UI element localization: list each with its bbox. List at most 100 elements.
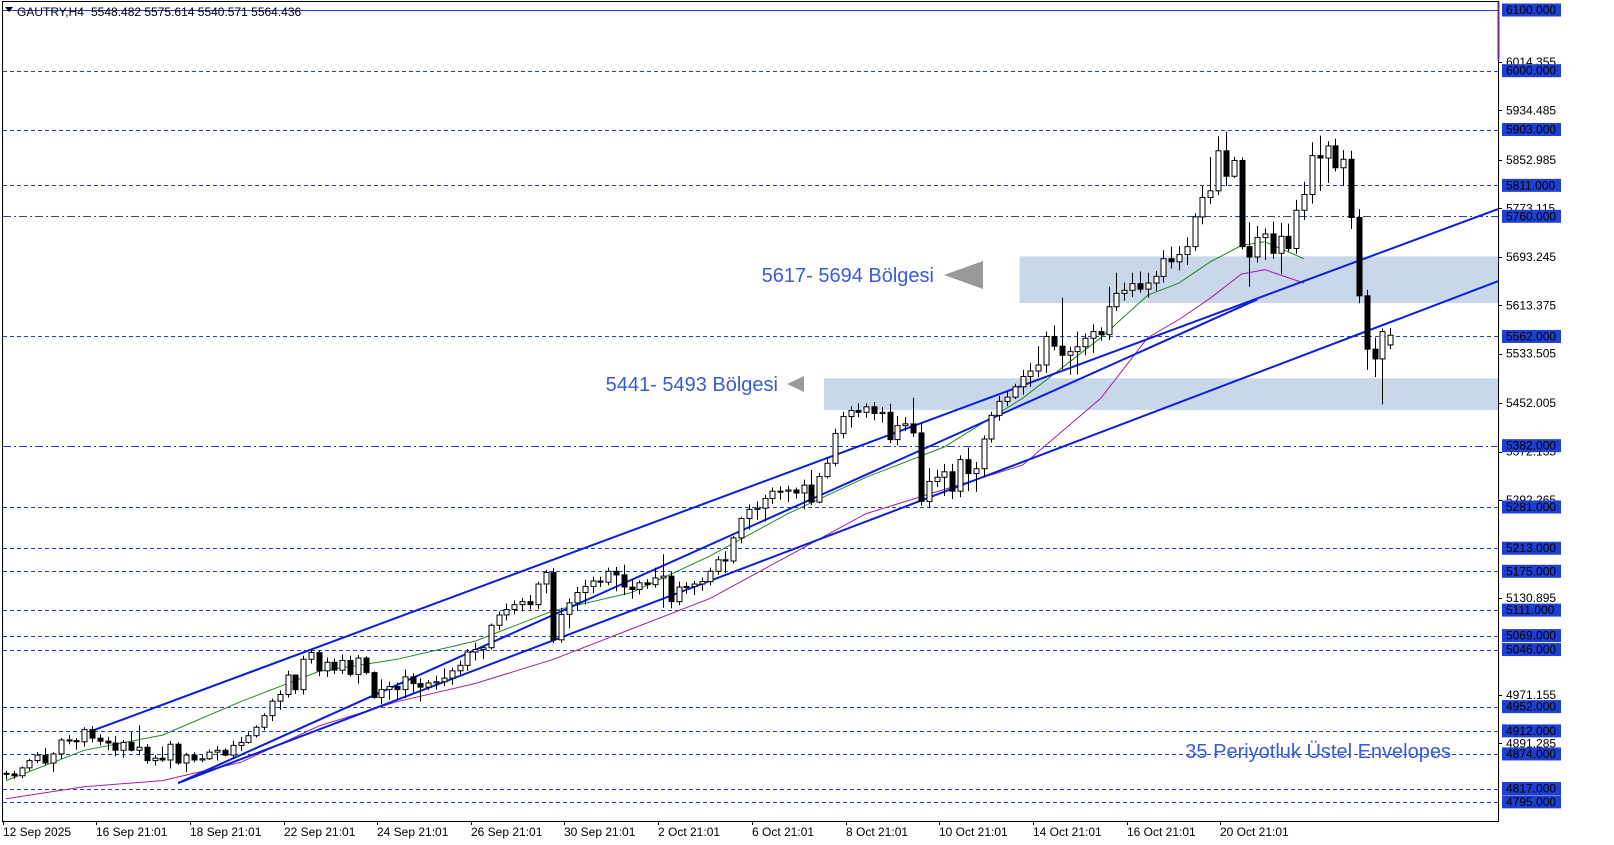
candle-body — [1231, 159, 1238, 177]
candles-layer — [3, 131, 1394, 780]
candle-body — [832, 433, 839, 464]
candle-body — [1137, 283, 1144, 290]
candle-body — [1043, 335, 1050, 366]
candle-body — [1074, 346, 1081, 353]
candle-body — [1184, 246, 1191, 256]
candle-body — [214, 749, 221, 753]
level-price-label: 5069.000 — [1506, 629, 1556, 643]
candle-body — [1020, 376, 1027, 388]
candle-body — [801, 484, 808, 494]
candle-body — [949, 471, 956, 492]
candle-body — [973, 468, 980, 475]
time-axis-label: 18 Sep 21:01 — [190, 825, 262, 839]
candle-body — [347, 659, 354, 675]
candle-body — [676, 586, 683, 603]
candle-body — [1387, 334, 1394, 346]
candle-body — [191, 754, 198, 761]
candle-body — [1262, 233, 1269, 239]
level-price-badge — [1502, 329, 1561, 343]
plot-border — [2, 1, 1499, 822]
candle-body — [324, 661, 331, 672]
candle-body — [527, 601, 534, 606]
horizontal-levels-layer — [3, 10, 1498, 803]
candle-body — [934, 476, 941, 482]
candle-body — [613, 570, 620, 576]
candle-body — [253, 726, 260, 737]
candle-body — [738, 517, 745, 539]
candle-body — [1106, 306, 1113, 336]
candle-body — [668, 575, 675, 603]
candle-body — [683, 585, 690, 588]
candle-body — [1317, 155, 1324, 159]
candle-body — [652, 577, 659, 586]
zone-lower-label: 5441- 5493 Bölgesi — [606, 374, 778, 396]
time-axis-label: 10 Oct 21:01 — [939, 825, 1008, 839]
time-axis-label: 30 Sep 21:01 — [564, 825, 636, 839]
candle-body — [3, 772, 10, 775]
candle-body — [97, 737, 104, 742]
zones-layer — [824, 256, 1498, 410]
candle-body — [691, 583, 698, 587]
price-scale-label: 5852.985 — [1506, 153, 1556, 167]
candle-body — [699, 581, 706, 585]
level-price-label: 4817.000 — [1506, 782, 1556, 796]
candle-body — [1246, 246, 1253, 258]
zone-upper-arrow-icon — [944, 261, 983, 289]
channel-trendline — [91, 208, 1499, 732]
level-price-badge — [1502, 439, 1561, 453]
candle-body — [1301, 193, 1308, 211]
zone-rect — [824, 378, 1498, 410]
candle-body — [582, 585, 589, 594]
candle-body — [1254, 237, 1261, 258]
time-axis-label: 20 Oct 21:01 — [1220, 825, 1289, 839]
price-scale-label: 4891.285 — [1506, 736, 1556, 750]
time-axis-label: 16 Sep 21:01 — [96, 825, 168, 839]
candle-body — [1090, 331, 1097, 339]
candle-body — [848, 409, 855, 418]
candle-body — [996, 400, 1003, 416]
candle-body — [1027, 370, 1034, 378]
candle-body — [730, 537, 737, 562]
time-axis-label: 24 Sep 21:01 — [377, 825, 449, 839]
dropdown-arrow-icon[interactable] — [5, 7, 13, 12]
candle-body — [1059, 345, 1066, 356]
candle-body — [816, 476, 823, 503]
price-scale-label: 5452.005 — [1506, 396, 1556, 410]
candle-body — [1113, 292, 1120, 308]
candle-body — [441, 677, 448, 683]
candle-body — [496, 614, 503, 626]
level-price-label: 4795.000 — [1506, 795, 1556, 809]
candle-body — [707, 570, 714, 583]
candle-body — [1348, 158, 1355, 219]
price-scale-label: 5934.485 — [1506, 103, 1556, 117]
candle-body — [824, 462, 831, 478]
candle-body — [144, 746, 151, 762]
candle-body — [159, 757, 166, 761]
time-axis-label: 16 Oct 21:01 — [1127, 825, 1196, 839]
candle-body — [1325, 145, 1332, 159]
candle-body — [1239, 159, 1246, 248]
candle-body — [331, 661, 338, 671]
time-axis-label: 12 Sep 2025 — [3, 825, 71, 839]
candle-body — [1332, 145, 1339, 169]
candle-body — [894, 425, 901, 441]
level-price-badge — [1502, 724, 1561, 738]
candle-body — [120, 741, 127, 751]
candle-body — [339, 659, 346, 671]
channel-trendline — [177, 280, 1499, 784]
zone-lower-arrow-icon — [787, 376, 804, 392]
candle-body — [308, 652, 315, 660]
candle-body — [112, 742, 119, 751]
candle-body — [1372, 348, 1379, 360]
candle-body — [988, 414, 995, 440]
level-price-label: 5811.000 — [1506, 178, 1555, 192]
candle-body — [73, 740, 80, 743]
candle-body — [230, 744, 237, 756]
candle-body — [472, 649, 479, 653]
candle-body — [464, 651, 471, 666]
candle-body — [1121, 289, 1128, 294]
candle-body — [511, 604, 518, 611]
candle-body — [1285, 235, 1292, 249]
candle-body — [199, 758, 206, 761]
